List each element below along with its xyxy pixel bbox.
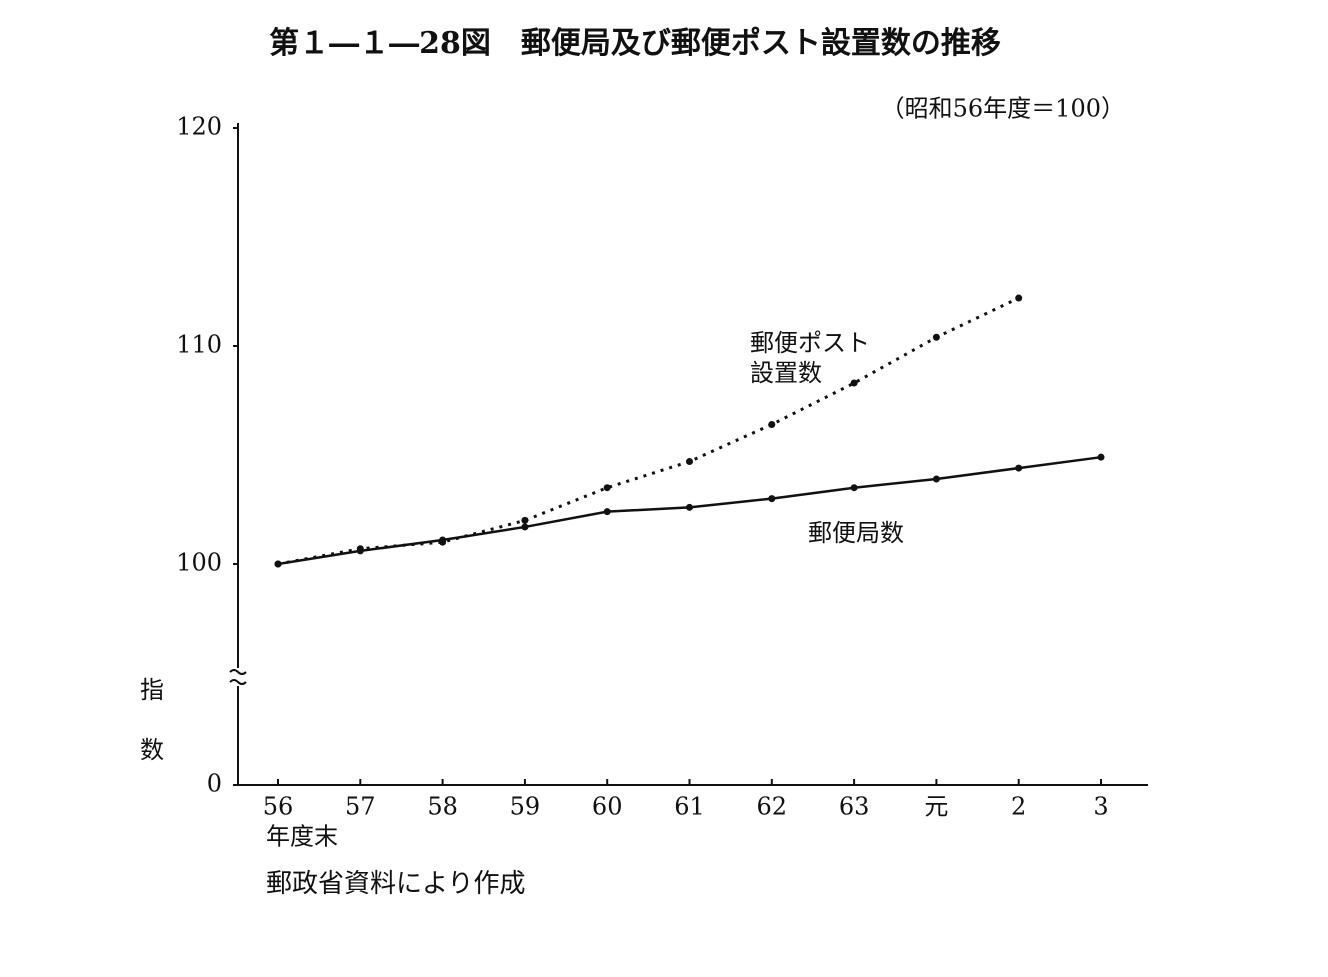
x-tick-label: 63 (839, 793, 870, 821)
data-point (768, 495, 776, 503)
source-note: 郵政省資料により作成 (266, 869, 525, 899)
axis-break (229, 669, 247, 685)
data-point (356, 545, 364, 553)
data-point (1097, 453, 1105, 461)
x-tick-label: 59 (510, 793, 541, 821)
data-point (1015, 294, 1023, 302)
data-point (521, 516, 529, 524)
data-point (274, 560, 282, 568)
data-point (932, 333, 940, 341)
y-tick-label: 110 (176, 331, 222, 359)
data-point (521, 523, 529, 531)
x-tick-label: 3 (1093, 793, 1108, 821)
y-axis-label: 指数 (140, 676, 164, 764)
series-label: 郵便局数 (808, 519, 904, 547)
data-point (686, 503, 693, 511)
data-point (768, 420, 776, 428)
data-point (932, 475, 940, 483)
data-point (686, 458, 693, 466)
series-label: 郵便ポスト設置数 (750, 329, 870, 387)
data-point (603, 508, 611, 516)
data-point (1015, 464, 1023, 472)
x-tick-label: 60 (592, 793, 623, 821)
subtitle: （昭和56年度＝100） (881, 95, 1125, 123)
x-tick-label: 2 (1011, 793, 1026, 821)
data-point (850, 484, 858, 492)
x-tick-label: 57 (345, 793, 376, 821)
x-tick-label: 61 (674, 793, 705, 821)
y-tick-label: 0 (207, 770, 222, 798)
x-axis-label: 年度末 (266, 823, 338, 851)
x-tick-label: 56 (263, 793, 294, 821)
chart-title: 第１―１―28図 郵便局及び郵便ポスト設置数の推移 (269, 26, 1001, 61)
data-point (439, 538, 447, 546)
data-point (850, 379, 858, 387)
x-tick-label: 58 (427, 793, 458, 821)
x-tick-label: 62 (757, 793, 788, 821)
x-tick-label: 元 (924, 793, 948, 821)
y-tick-label: 120 (176, 113, 222, 141)
data-point (603, 484, 611, 492)
y-tick-label: 100 (176, 549, 222, 577)
